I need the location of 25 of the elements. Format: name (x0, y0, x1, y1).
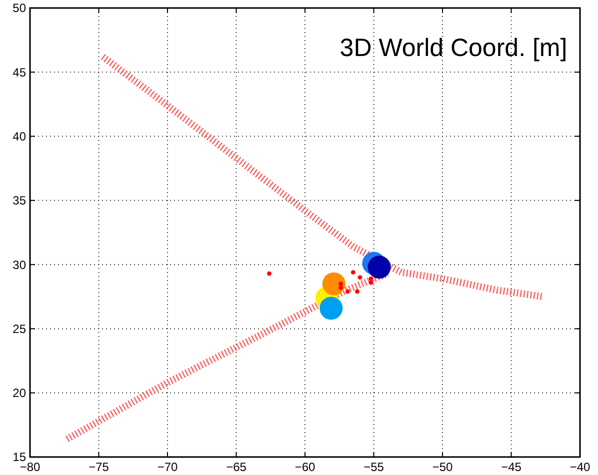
x-tick-label: −65 (226, 460, 247, 474)
x-tick-label: −40 (570, 460, 590, 474)
y-tick-label: 25 (12, 322, 26, 336)
annotation: 3D World Coord. [m] (340, 34, 568, 62)
y-tick-label: 50 (12, 1, 26, 16)
point (267, 271, 272, 276)
x-tick-label: −50 (432, 460, 453, 474)
point (355, 289, 360, 294)
point (368, 280, 374, 285)
x-tick-label: −60 (294, 460, 316, 474)
x-tick-label: −55 (364, 460, 384, 474)
y-tick-label: 30 (12, 258, 26, 272)
x-tick-label: −45 (501, 460, 522, 474)
x-tick-label: −70 (157, 460, 178, 474)
point (338, 282, 343, 286)
point (358, 275, 362, 280)
y-tick-label: 35 (12, 194, 26, 208)
point (338, 285, 343, 290)
y-tick-label: 20 (12, 386, 26, 400)
point (345, 289, 350, 294)
point (368, 276, 374, 281)
y-tick-label: 45 (12, 65, 26, 80)
x-tick-label: −75 (88, 460, 110, 474)
y-tick-label: 40 (12, 129, 26, 144)
point (350, 270, 356, 274)
